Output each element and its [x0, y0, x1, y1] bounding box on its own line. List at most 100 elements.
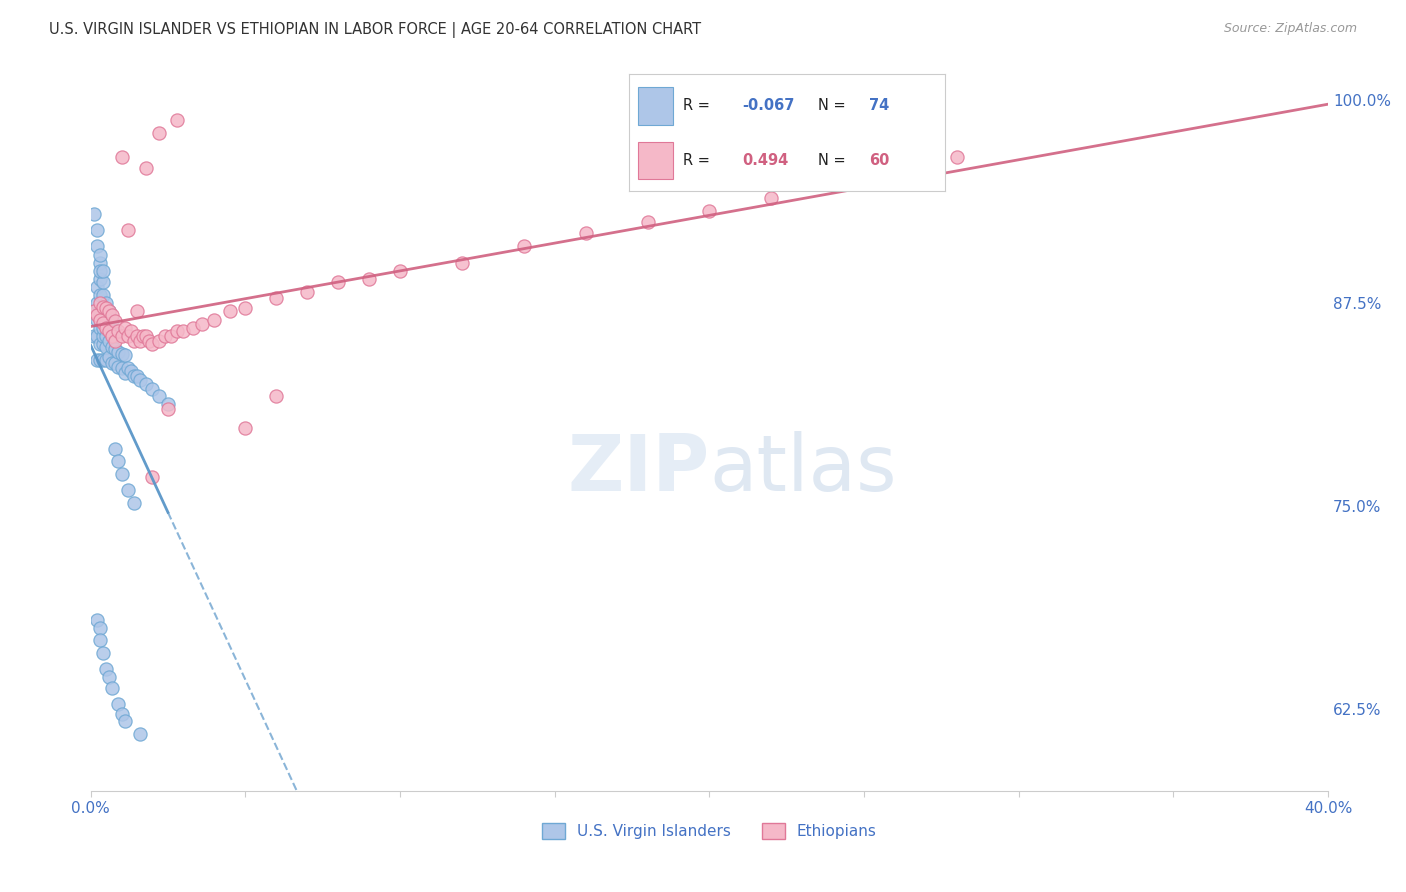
Point — [89, 337, 111, 351]
Point — [91, 304, 114, 318]
Point — [86, 223, 108, 237]
Point — [91, 320, 114, 334]
Point — [98, 304, 121, 318]
Point — [107, 698, 129, 712]
Point — [91, 646, 114, 660]
Point — [110, 467, 132, 481]
Point — [107, 345, 129, 359]
Point — [110, 150, 132, 164]
Point — [114, 366, 136, 380]
Point — [86, 353, 108, 368]
Point — [86, 280, 108, 294]
Point — [83, 304, 105, 318]
Point — [117, 361, 139, 376]
Point — [91, 288, 114, 302]
Point — [94, 316, 117, 330]
Point — [89, 272, 111, 286]
Point — [86, 239, 108, 253]
Point — [89, 621, 111, 635]
Point — [120, 364, 142, 378]
Point — [110, 361, 132, 376]
Point — [86, 312, 108, 326]
Point — [98, 324, 121, 338]
Point — [91, 264, 114, 278]
Text: U.S. VIRGIN ISLANDER VS ETHIOPIAN IN LABOR FORCE | AGE 20-64 CORRELATION CHART: U.S. VIRGIN ISLANDER VS ETHIOPIAN IN LAB… — [49, 22, 702, 38]
Point — [264, 292, 287, 306]
Point — [202, 312, 225, 326]
Point — [761, 191, 783, 205]
Point — [89, 304, 111, 318]
Point — [101, 312, 124, 326]
Point — [125, 304, 148, 318]
Point — [156, 397, 179, 411]
Point — [98, 334, 121, 348]
Point — [89, 632, 111, 647]
Point — [89, 296, 111, 310]
Point — [104, 356, 127, 370]
Point — [104, 442, 127, 457]
Point — [83, 207, 105, 221]
Point — [129, 334, 152, 348]
Point — [233, 301, 256, 315]
Point — [388, 264, 411, 278]
Point — [104, 314, 127, 328]
Text: ZIP: ZIP — [567, 431, 710, 507]
Point — [114, 714, 136, 728]
Point — [132, 328, 155, 343]
Point — [191, 318, 214, 332]
Point — [156, 401, 179, 416]
Point — [884, 161, 907, 176]
Point — [110, 328, 132, 343]
Point — [101, 328, 124, 343]
Point — [94, 662, 117, 676]
Point — [98, 670, 121, 684]
Point — [107, 324, 129, 338]
Point — [107, 359, 129, 374]
Point — [101, 308, 124, 322]
Point — [114, 320, 136, 334]
Point — [98, 304, 121, 318]
Point — [451, 255, 474, 269]
Point — [357, 272, 380, 286]
Point — [94, 320, 117, 334]
Point — [148, 334, 170, 348]
Point — [138, 334, 160, 348]
Point — [141, 470, 163, 484]
Point — [160, 328, 183, 343]
Point — [166, 324, 188, 338]
Point — [110, 707, 132, 722]
Point — [129, 373, 152, 387]
Point — [104, 324, 127, 338]
Point — [101, 326, 124, 340]
Point — [135, 377, 157, 392]
Point — [181, 320, 204, 334]
Point — [83, 328, 105, 343]
Point — [91, 328, 114, 343]
Text: Source: ZipAtlas.com: Source: ZipAtlas.com — [1223, 22, 1357, 36]
Point — [86, 296, 108, 310]
Point — [295, 285, 318, 299]
Point — [91, 300, 114, 314]
Point — [148, 389, 170, 403]
Point — [94, 353, 117, 368]
Point — [98, 320, 121, 334]
Point — [122, 334, 145, 348]
Point — [141, 382, 163, 396]
Point — [91, 275, 114, 289]
Point — [117, 223, 139, 237]
Point — [125, 328, 148, 343]
Point — [94, 301, 117, 315]
Point — [104, 334, 127, 348]
Point — [89, 353, 111, 368]
Point — [946, 150, 969, 164]
Point — [89, 264, 111, 278]
Text: atlas: atlas — [710, 431, 897, 507]
Point — [699, 203, 721, 218]
Point — [114, 348, 136, 362]
Point — [120, 324, 142, 338]
Point — [575, 227, 598, 241]
Point — [83, 304, 105, 318]
Point — [89, 320, 111, 334]
Point — [129, 727, 152, 741]
Point — [89, 288, 111, 302]
